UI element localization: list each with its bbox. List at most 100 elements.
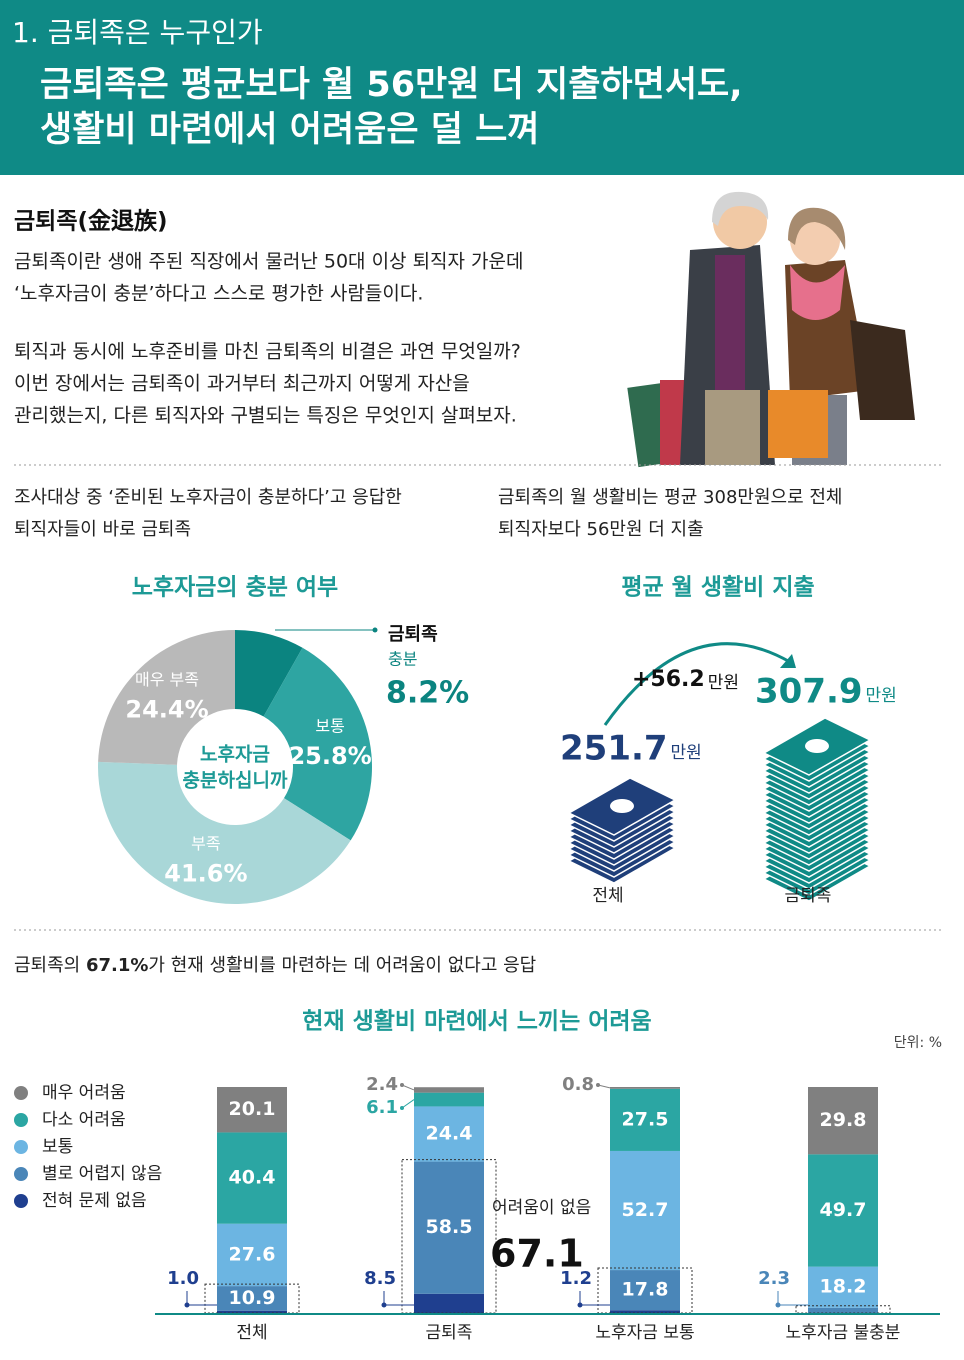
bar-segment bbox=[217, 1132, 287, 1224]
unit-label: 단위: % bbox=[894, 1035, 942, 1051]
value-label: 8.5 bbox=[364, 1268, 396, 1289]
finding: 금퇴족의 67.1%가 현재 생활비를 마련하는 데 어려움이 없다고 응답 bbox=[14, 955, 536, 976]
bar-segment bbox=[217, 1223, 287, 1287]
bar-segment bbox=[414, 1092, 484, 1107]
bar-segment bbox=[808, 1266, 878, 1308]
bar-segment bbox=[610, 1270, 680, 1311]
value-label: 58.5 bbox=[426, 1216, 473, 1238]
category-label: 충분 bbox=[388, 650, 417, 669]
bar-segment bbox=[217, 1087, 287, 1133]
donut-slice bbox=[235, 630, 303, 717]
bill-emblem bbox=[610, 799, 634, 813]
value-label: 25.8% bbox=[288, 742, 371, 770]
label-connector bbox=[401, 1084, 415, 1091]
value-label: 20.1 bbox=[229, 1098, 276, 1120]
value-label: 1.2 bbox=[560, 1268, 592, 1289]
legend-swatch bbox=[14, 1140, 28, 1154]
bar-segment bbox=[414, 1106, 484, 1162]
label-dot bbox=[775, 1302, 781, 1308]
paragraph-line: 퇴직과 동시에 노후준비를 마친 금퇴족의 비결은 과연 무엇일까? bbox=[14, 341, 521, 363]
legend-swatch bbox=[14, 1194, 28, 1208]
note: 금퇴족의 월 생활비는 평균 308만원으로 전체 bbox=[498, 487, 842, 508]
bar-segment bbox=[808, 1154, 878, 1267]
label-connector bbox=[401, 1099, 415, 1109]
note: 퇴직자들이 바로 금퇴족 bbox=[14, 519, 191, 540]
donut-slice bbox=[98, 630, 235, 765]
leader-dot bbox=[372, 627, 378, 633]
item-label: 전체 bbox=[592, 886, 623, 906]
center-label: 노후자금 bbox=[200, 744, 270, 766]
value-label: 1.0 bbox=[167, 1268, 199, 1289]
bar-segment bbox=[217, 1310, 287, 1313]
note: 퇴직자보다 56만원 더 지출 bbox=[498, 519, 704, 540]
intro-heading: 금퇴족(金退族) bbox=[14, 208, 168, 235]
value-label: 24.4% bbox=[125, 695, 208, 723]
value-label: 17.8 bbox=[622, 1279, 669, 1301]
paragraph-line: 관리했는지, 다른 퇴직자와 구별되는 특징은 무엇인지 살펴보자. bbox=[14, 405, 517, 427]
value-label: 6.1 bbox=[366, 1097, 398, 1118]
x-tick-label: 노후자금 보통 bbox=[595, 1323, 694, 1343]
paragraph-line: 이번 장에서는 금퇴족이 과거부터 최근까지 어떻게 자산을 bbox=[14, 373, 470, 395]
label-dot bbox=[381, 1302, 387, 1308]
chart-title: 평균 월 생활비 지출 bbox=[621, 575, 814, 601]
label-dot bbox=[400, 1083, 404, 1087]
paragraph-line: 금퇴족이란 생애 주된 직장에서 물러난 50대 이상 퇴직자 가운데 bbox=[14, 251, 524, 273]
legend-label: 별로 어렵지 않음 bbox=[42, 1164, 162, 1184]
value-label: 2.3 bbox=[758, 1268, 790, 1289]
value-label: 0.8 bbox=[562, 1074, 594, 1095]
bar-segment bbox=[610, 1087, 680, 1089]
arrow-head bbox=[780, 654, 796, 668]
note: 조사대상 중 ‘준비된 노후자금이 충분하다’고 응답한 bbox=[14, 487, 402, 508]
chart-title: 노후자금의 충분 여부 bbox=[132, 575, 338, 601]
legend-label: 다소 어려움 bbox=[42, 1110, 126, 1130]
legend-swatch bbox=[14, 1113, 28, 1127]
legend-swatch bbox=[14, 1086, 28, 1100]
x-tick-label: 금퇴족 bbox=[426, 1323, 473, 1343]
unit: 만원 bbox=[866, 686, 897, 706]
legend-swatch bbox=[14, 1167, 28, 1181]
legend-label: 매우 어려움 bbox=[42, 1083, 126, 1103]
value-label: 18.2 bbox=[820, 1276, 867, 1298]
bar-segment bbox=[610, 1310, 680, 1313]
finding-text: 가 현재 생활비를 마련하는 데 어려움이 없다고 응답 bbox=[148, 955, 536, 976]
value-label: 40.4 bbox=[229, 1167, 276, 1189]
label-dot bbox=[577, 1302, 583, 1308]
annotation-label: 어려움이 없음 bbox=[492, 1198, 591, 1218]
highlight-label: 금퇴족 bbox=[388, 624, 438, 645]
x-tick-label: 전체 bbox=[236, 1323, 267, 1343]
headline: 생활비 마련에서 어려움은 덜 느껴 bbox=[40, 110, 540, 150]
donut-slice bbox=[98, 761, 351, 905]
finding-text: 금퇴족의 bbox=[14, 955, 86, 976]
value-label: 27.6 bbox=[229, 1243, 276, 1265]
annotation-value: 67.1 bbox=[490, 1232, 584, 1276]
value-label: 52.7 bbox=[622, 1199, 669, 1221]
label-dot bbox=[184, 1302, 190, 1308]
bar-segment bbox=[610, 1150, 680, 1271]
bar-segment bbox=[414, 1293, 484, 1313]
bill-emblem bbox=[805, 739, 829, 753]
category-label: 부족 bbox=[191, 834, 220, 853]
category-label: 보통 bbox=[315, 717, 344, 736]
label-dot bbox=[400, 1106, 404, 1110]
category-label: 매우 부족 bbox=[135, 670, 199, 689]
value-label: 24.4 bbox=[426, 1123, 473, 1145]
value-label: 29.8 bbox=[820, 1109, 867, 1131]
difference-value: +56.2 bbox=[632, 667, 705, 692]
spending-value: 251.7 bbox=[560, 729, 668, 769]
value-label: 27.5 bbox=[622, 1108, 669, 1130]
bar-segment bbox=[808, 1307, 878, 1313]
label-connector bbox=[597, 1084, 611, 1089]
bar-segment bbox=[217, 1286, 287, 1311]
header-band bbox=[0, 0, 964, 175]
finding-highlight: 67.1% bbox=[86, 955, 148, 976]
unit: 만원 bbox=[708, 673, 739, 693]
chart-title: 현재 생활비 마련에서 느끼는 어려움 bbox=[302, 1009, 651, 1035]
bar-segment bbox=[414, 1087, 484, 1093]
value-label: 8.2% bbox=[386, 676, 469, 711]
value-label: 49.7 bbox=[820, 1199, 867, 1221]
legend-label: 보통 bbox=[42, 1137, 73, 1157]
item-label: 금퇴족 bbox=[785, 886, 832, 906]
donut-slice bbox=[263, 647, 372, 841]
